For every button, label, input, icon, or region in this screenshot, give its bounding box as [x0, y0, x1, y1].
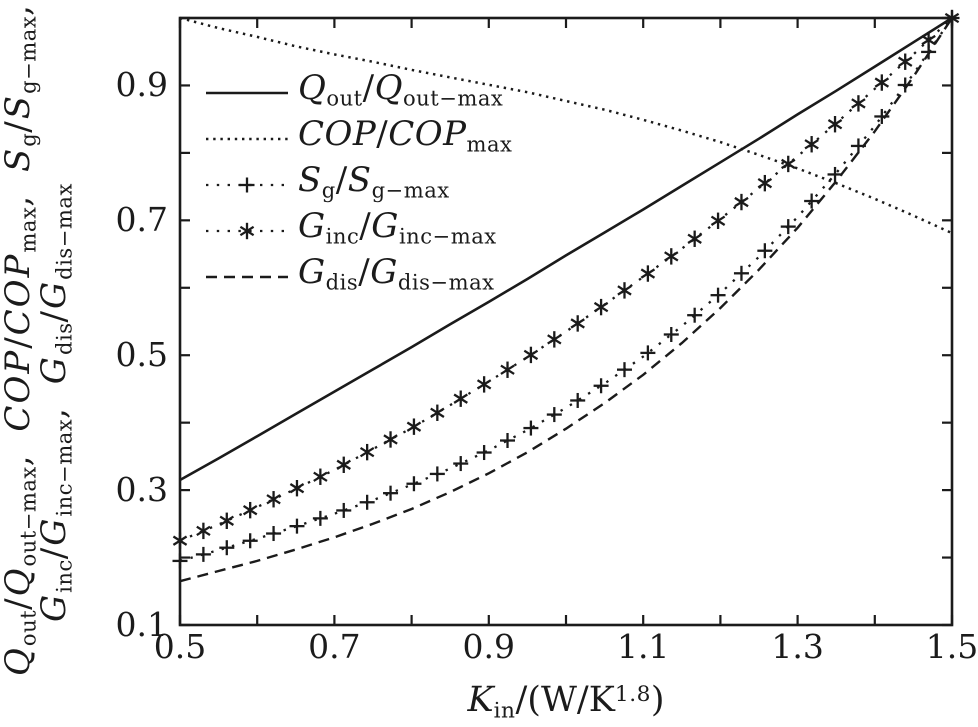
- axes-frame: [178, 16, 954, 627]
- y-tick-label-0.5: 0.5: [115, 335, 168, 375]
- x-axis-label: Kin/(W/K1.8): [467, 679, 665, 724]
- curve-s-g-s-g-max: [179, 17, 953, 563]
- markers-g-inc-g-inc-max: [172, 9, 960, 549]
- legend-sample-solid-line: [206, 91, 288, 95]
- legend-label-q-out-q-out-max: Qout/Qout−max: [298, 67, 504, 111]
- legend-row-q-out-q-out-max: Qout/Qout−max: [204, 71, 503, 110]
- x-tick-label-1.5: 1.5: [925, 627, 978, 666]
- y-axis-label-line-2: Ginc/Ginc−max, Gdis/Gdis−max: [34, 183, 77, 622]
- x-tick-label-0.9: 0.9: [462, 627, 516, 666]
- legend-row-g-inc-g-inc-max: Ginc/Ginc−max: [204, 209, 497, 248]
- legend-label-g-dis-g-dis-max: Gdis/Gdis−max: [298, 251, 495, 295]
- legend-sample-dotted-line: [206, 137, 288, 141]
- y-tick-label-0.7: 0.7: [115, 200, 168, 240]
- y-tick-label-0.3: 0.3: [115, 470, 168, 510]
- curve-g-inc-g-inc-max: [179, 17, 953, 542]
- curve-g-dis-g-dis-max: [179, 17, 954, 583]
- legend-label-s-g-s-g-max: Sg/Sg−max: [298, 159, 450, 203]
- markers-s-g-s-g-max: [172, 10, 960, 569]
- curve-q-out-q-out-max: [179, 16, 953, 482]
- y-tick-label-0.9: 0.9: [115, 65, 168, 105]
- x-tick-label-1.1: 1.1: [616, 627, 670, 666]
- legend-sample-sparse-dotted-asterisk-marker: [206, 222, 288, 240]
- legend-sample-sparse-dotted-plus-marker: [206, 177, 288, 193]
- x-tick-label-0.7: 0.7: [308, 627, 361, 666]
- legend-row-g-dis-g-dis-max: Gdis/Gdis−max: [204, 255, 495, 294]
- legend-row-s-g-s-g-max: Sg/Sg−max: [204, 163, 450, 202]
- curve-cop-cop-max: [179, 16, 953, 235]
- legend-sample-dashed-line: [206, 275, 288, 279]
- y-tick-label-0.1: 0.1: [115, 605, 168, 644]
- x-tick-label-1.3: 1.3: [771, 627, 824, 666]
- x-ticks: [178, 18, 954, 625]
- x-tick-label-0.5: 0.5: [153, 627, 207, 666]
- legend-label-cop-cop-max: COP/COPmax: [298, 113, 513, 157]
- legend-label-g-inc-g-inc-max: Ginc/Ginc−max: [298, 205, 497, 249]
- legend-row-cop-cop-max: COP/COPmax: [204, 117, 512, 156]
- y-ticks: [180, 16, 952, 627]
